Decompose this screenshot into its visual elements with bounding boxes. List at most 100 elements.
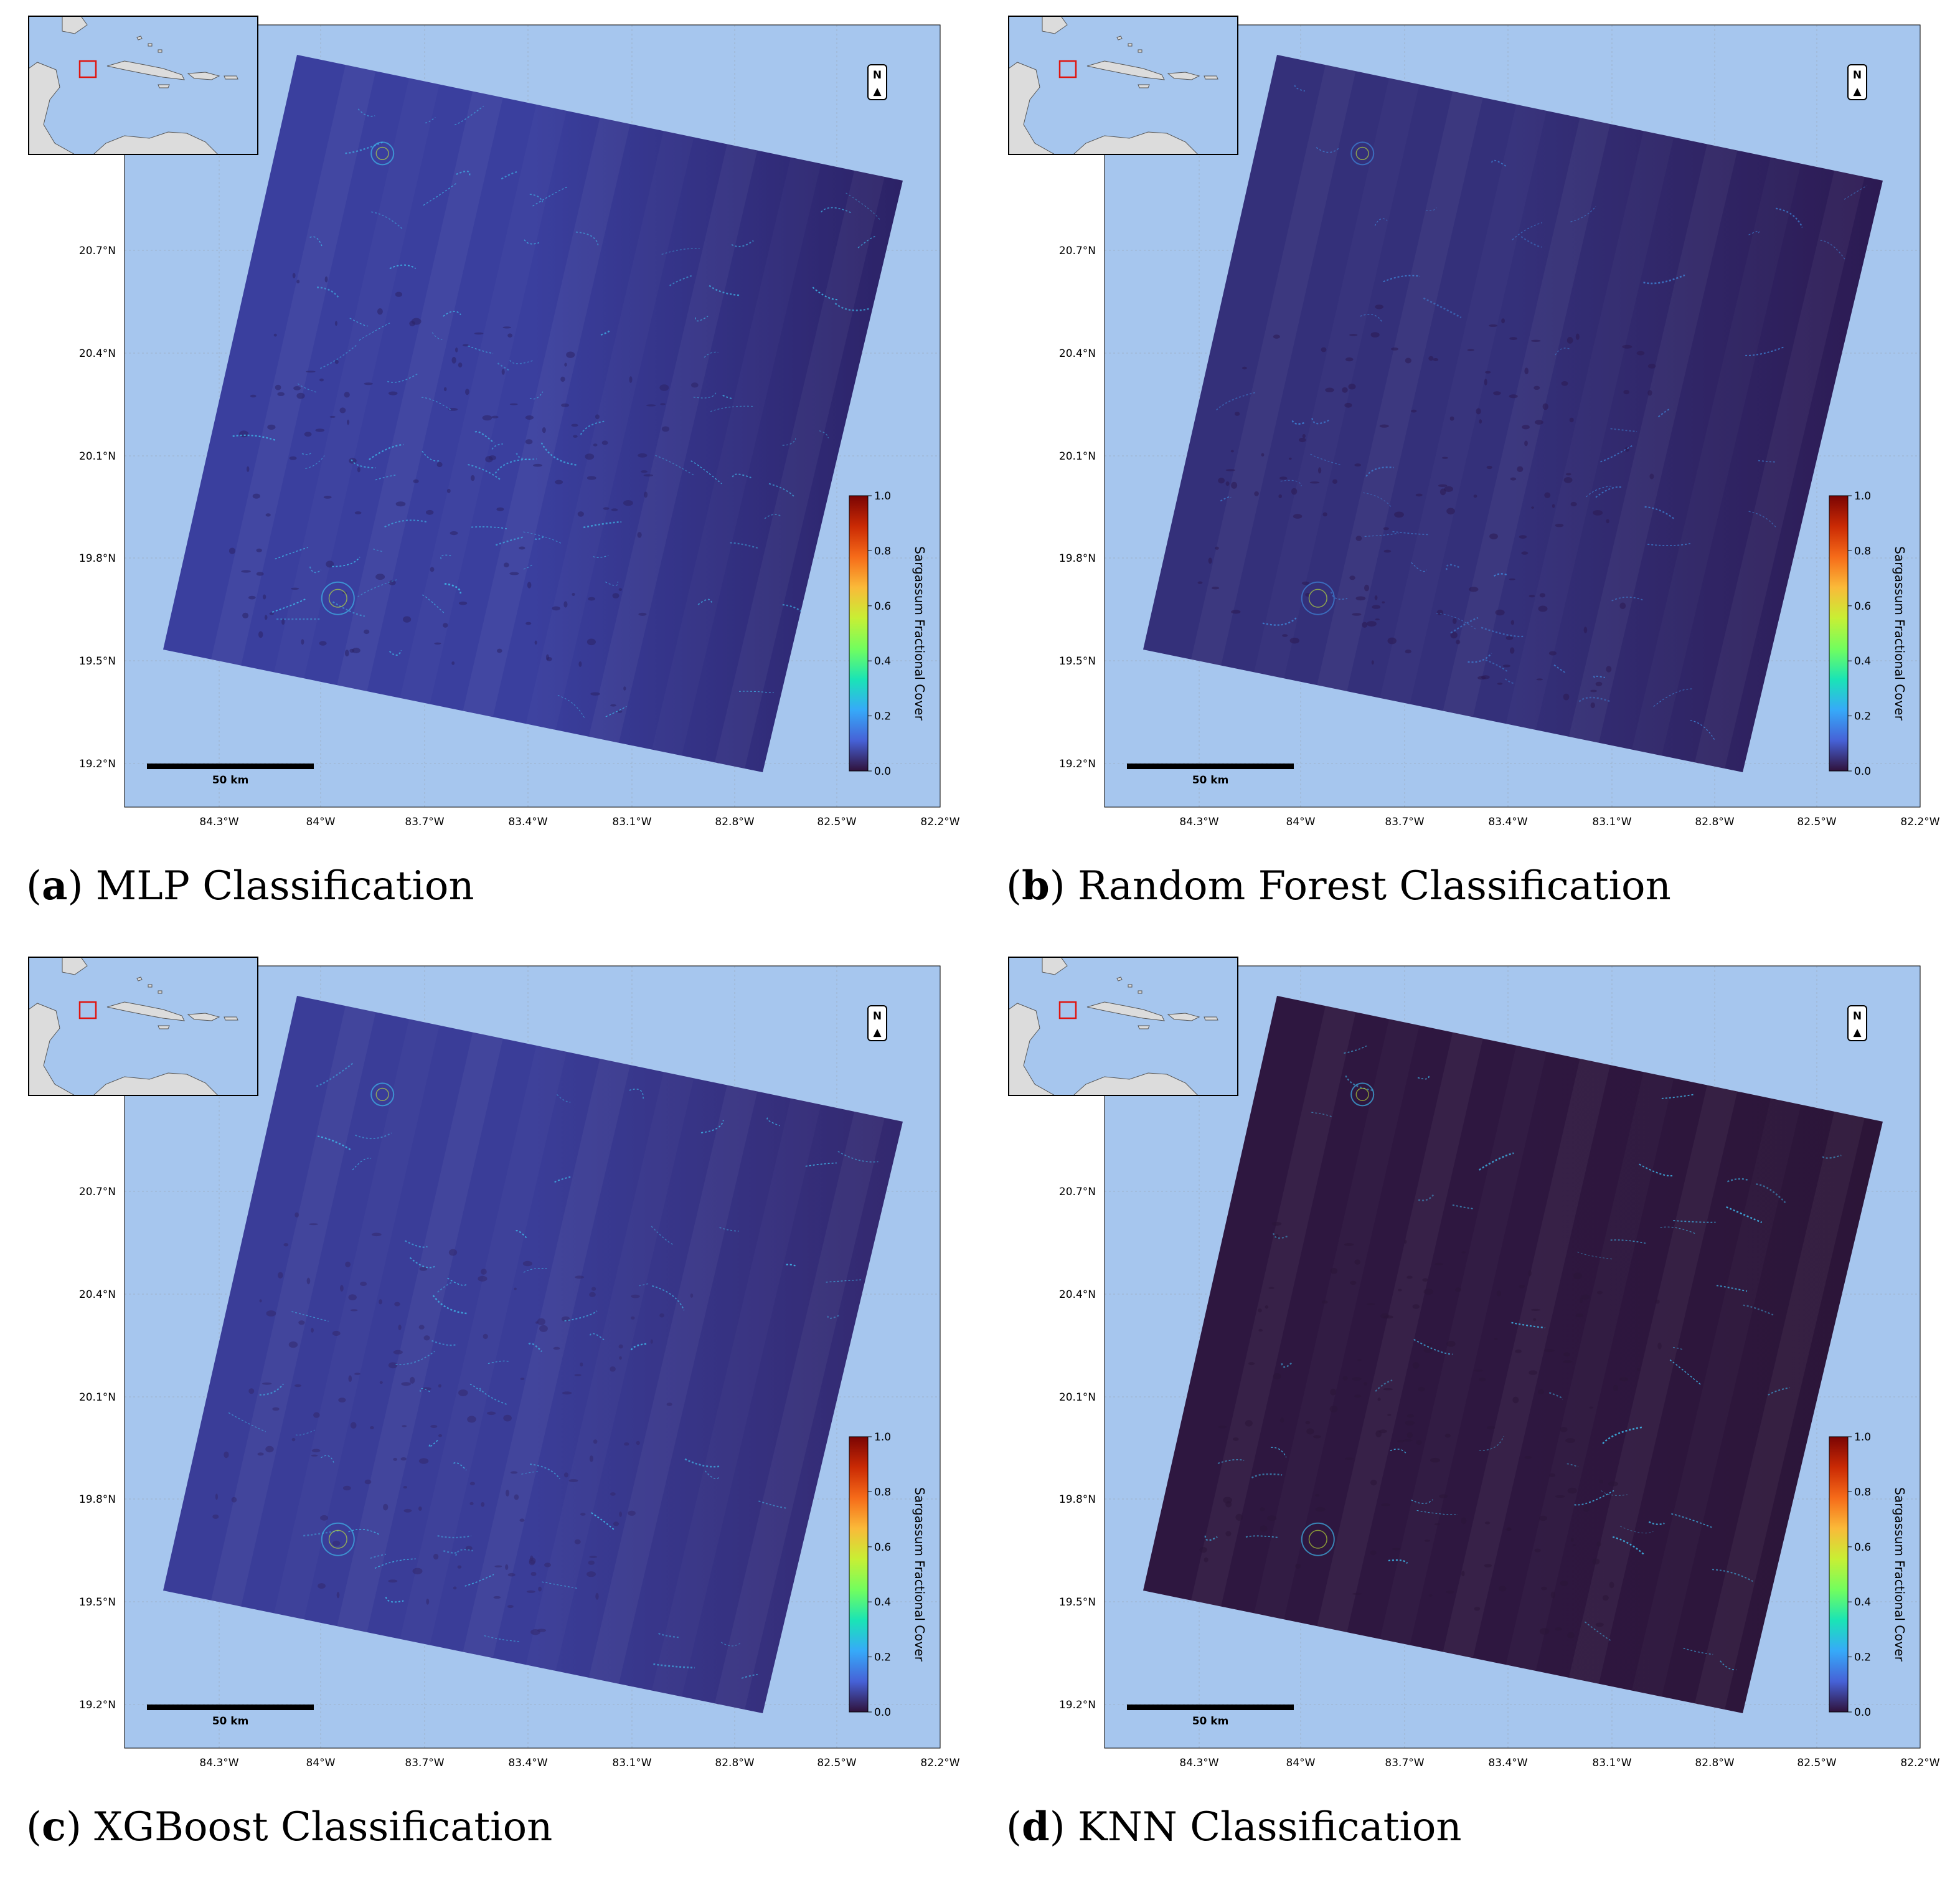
cloud-shadow (628, 1510, 636, 1516)
cloud-shadow (487, 1411, 496, 1416)
inset-frame (1008, 16, 1238, 155)
scene-stripe (714, 170, 885, 769)
sargassum-filament (371, 211, 404, 230)
sargassum-filament (655, 455, 694, 476)
cloud-shadow (1322, 512, 1327, 517)
inset-landmass (136, 976, 163, 994)
north-arrow-label: N (873, 1010, 882, 1023)
lon-tick-label: 83.1°W (1592, 816, 1631, 828)
sargassum-filament (540, 442, 578, 466)
cloud-shadow (283, 1243, 289, 1247)
cloud-shadow (1486, 465, 1492, 470)
sargassum-filament (1390, 1449, 1406, 1454)
cloud-shadow (1438, 484, 1448, 487)
cloud-shadow (1391, 348, 1398, 351)
sargassum-filament (1311, 417, 1330, 425)
cloud-shadow (388, 1579, 398, 1583)
cloud-shadow (394, 1302, 400, 1307)
cloud-shadow (494, 1565, 502, 1568)
sargassum-filament (1445, 564, 1461, 570)
cloud-shadow (502, 326, 511, 329)
sargassum-filament (764, 514, 782, 519)
sargassum-filament (471, 526, 509, 530)
sargassum-filament (1657, 409, 1671, 418)
sargassum-filament (591, 1512, 615, 1531)
cloud-shadow (248, 595, 256, 600)
cloud-shadow (1485, 371, 1491, 374)
cloud-shadow (1248, 1362, 1255, 1366)
sargassum-filament (443, 311, 461, 317)
cloud-shadow (617, 710, 623, 713)
cloud-shadow (1344, 1457, 1354, 1460)
cloud-shadow (1499, 1586, 1507, 1592)
sargassum-filament (1436, 613, 1476, 630)
panel-caption: (d) KNN Classification (1006, 1804, 1462, 1850)
sargassum-filament (1388, 1559, 1408, 1564)
cloud-shadow (1267, 1515, 1277, 1521)
scene-stripe (714, 1111, 885, 1710)
cloud-shadow (1493, 391, 1501, 395)
panel-caption: (c) XGBoost Classification (26, 1804, 553, 1850)
cloud-shadow (623, 500, 633, 506)
cloud-shadow (1362, 622, 1368, 628)
cloud-shadow (613, 1521, 620, 1526)
cloud-shadow (451, 661, 455, 665)
cloud-shadow (334, 359, 339, 364)
sargassum-filament (349, 318, 369, 327)
inset-ocean (1009, 957, 1238, 1095)
cloud-shadow (1535, 420, 1543, 425)
cloud-shadow (482, 415, 492, 421)
cloud-shadow (1424, 1539, 1430, 1542)
sargassum-filament (1726, 1206, 1763, 1224)
sargassum-filament (521, 1471, 539, 1475)
cloud-shadow (370, 1426, 374, 1430)
cloud-shadow (275, 384, 281, 390)
map-plot: 84.3°W 84°W 83.7°W 83.4°W 83.1°W 82.8°W 82.5°W… (28, 957, 960, 1769)
cloud-shadow (320, 1515, 329, 1521)
sargassum-filament (491, 443, 503, 450)
cloud-shadow (1555, 1627, 1562, 1631)
cloud-shadow (332, 1540, 341, 1546)
cloud-shadow (587, 638, 596, 646)
cloud-shadow (1552, 504, 1555, 508)
inset-landmass (29, 1003, 76, 1095)
cloud-shadow (1299, 437, 1306, 443)
cloud-shadow (1565, 473, 1571, 476)
cloud-shadow (288, 1341, 298, 1348)
cloud-shadow (469, 1501, 474, 1505)
inset-landmass (1204, 75, 1218, 80)
cloud-shadow (1318, 467, 1322, 474)
sargassum-filament (453, 1462, 467, 1471)
sargassum-filament (1548, 1392, 1563, 1400)
cloud-shadow (527, 582, 532, 589)
cloud-shadow (563, 1472, 568, 1478)
colorbar-tick-label: 0.6 (1854, 1541, 1871, 1554)
cloud-shadow (438, 1384, 441, 1388)
cloud-shadow (1332, 479, 1337, 484)
north-arrow: N▲ (1847, 1005, 1867, 1041)
cloud-shadow (1446, 1341, 1456, 1347)
lon-tick-label: 82.5°W (817, 816, 856, 828)
cloud-shadow (618, 1344, 623, 1349)
cloud-shadow (1444, 1434, 1451, 1438)
cloud-shadow (1446, 508, 1455, 515)
cloud-shadow (212, 1514, 219, 1519)
eddy-swirl (321, 1522, 355, 1556)
cloud-shadow (296, 392, 305, 399)
scale-bar-line (1127, 764, 1294, 769)
cloud-shadow (1261, 453, 1265, 457)
lon-tick-label: 82.5°W (1797, 816, 1836, 828)
cloud-shadow (1467, 349, 1474, 351)
cloud-shadow (224, 1451, 229, 1459)
cloud-shadow (474, 332, 484, 335)
cloud-shadow (1563, 693, 1570, 701)
scene-stripe (1191, 1006, 1356, 1607)
cloud-shadow (306, 1277, 311, 1285)
cloud-shadow (1428, 356, 1434, 361)
lat-tick-label: 19.2°N (79, 1699, 116, 1711)
cloud-shadow (514, 1287, 517, 1290)
scale-bar-line (1127, 1705, 1294, 1710)
cloud-shadow (1383, 1388, 1393, 1391)
cloud-shadow (1355, 536, 1362, 541)
cloud-shadow (1510, 647, 1515, 654)
